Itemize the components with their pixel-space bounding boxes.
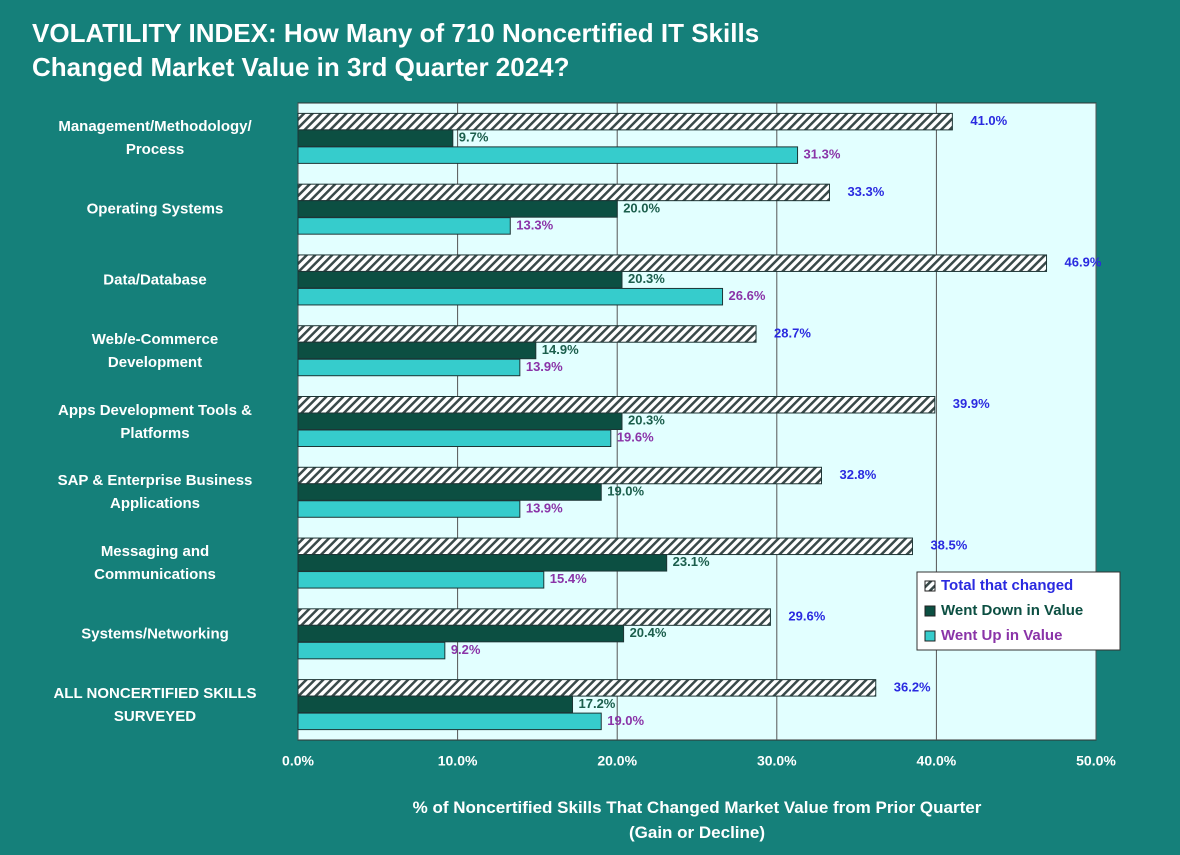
bar <box>297 695 574 714</box>
legend-swatch <box>924 605 936 617</box>
category-label: Systems/Networking <box>81 625 229 643</box>
bar <box>297 325 757 343</box>
category-label: Data/Database <box>103 271 207 289</box>
data-label: 17.2% <box>579 696 616 711</box>
data-label: 20.0% <box>623 200 660 215</box>
legend-swatch <box>924 580 936 592</box>
data-label: 28.7% <box>774 325 811 340</box>
bar <box>297 254 1048 272</box>
data-label: 9.7% <box>459 130 489 145</box>
data-label: 33.3% <box>847 184 884 199</box>
bar <box>297 129 454 147</box>
x-tick-label: 20.0% <box>597 753 637 769</box>
bar <box>297 183 830 202</box>
data-label: 41.0% <box>970 113 1007 128</box>
data-label: 46.9% <box>1065 255 1102 270</box>
legend-label: Went Up in Value <box>941 627 1062 644</box>
data-label: 9.2% <box>451 642 481 657</box>
x-tick-label: 10.0% <box>438 753 478 769</box>
category-label: Apps Development Tools & Platforms <box>58 401 252 442</box>
data-label: 39.9% <box>953 396 990 411</box>
data-label: 19.0% <box>607 483 644 498</box>
bar <box>297 554 668 572</box>
bar <box>297 287 724 306</box>
data-label: 20.4% <box>630 625 667 640</box>
data-label: 38.5% <box>930 538 967 553</box>
bar <box>297 500 521 518</box>
bar <box>297 112 953 131</box>
chart-title: VOLATILITY INDEX: How Many of 710 Noncer… <box>32 18 760 82</box>
data-label: 14.9% <box>542 342 579 357</box>
category-label: Management/Methodology/ Process <box>58 118 252 159</box>
bar <box>297 679 877 697</box>
bar <box>297 571 545 589</box>
x-tick-label: 30.0% <box>757 753 797 769</box>
bar <box>297 641 446 660</box>
legend-label: Went Down in Value <box>941 602 1083 619</box>
data-label: 36.2% <box>894 679 931 694</box>
bar <box>297 712 602 731</box>
legend-swatch <box>924 630 936 642</box>
data-label: 20.3% <box>628 271 665 286</box>
bar <box>297 537 913 556</box>
bar <box>297 200 618 218</box>
x-axis-label: % of Noncertified Skills That Changed Ma… <box>412 798 982 842</box>
bar <box>297 270 623 289</box>
bar <box>297 429 612 447</box>
data-label: 13.9% <box>526 359 563 374</box>
legend-label: Total that changed <box>941 577 1073 594</box>
category-label: Web/e-Commerce Development <box>91 330 219 371</box>
category-label: ALL NONCERTIFIED SKILLS SURVEYED <box>53 684 257 725</box>
bar <box>297 412 623 430</box>
data-label: 20.3% <box>628 413 665 428</box>
bar <box>297 341 537 360</box>
bar <box>297 466 822 485</box>
data-label: 32.8% <box>839 467 876 482</box>
bar <box>297 217 511 235</box>
data-label: 15.4% <box>550 571 587 586</box>
x-tick-label: 0.0% <box>282 753 314 769</box>
bar <box>297 608 771 626</box>
category-label: Messaging and Communications <box>94 543 216 584</box>
legend-box <box>916 571 1121 651</box>
data-label: 13.3% <box>516 217 553 232</box>
bar <box>297 624 625 643</box>
category-label: SAP & Enterprise Business Applications <box>57 472 253 513</box>
data-label: 29.6% <box>788 609 825 624</box>
data-label: 26.6% <box>729 288 766 303</box>
category-label: Operating Systems <box>86 200 224 218</box>
x-tick-label: 40.0% <box>917 753 957 769</box>
data-label: 23.1% <box>673 554 710 569</box>
data-label: 19.0% <box>607 713 644 728</box>
bar <box>297 146 799 164</box>
bar <box>297 483 602 501</box>
bar <box>297 396 936 414</box>
data-label: 31.3% <box>804 147 841 162</box>
bar <box>297 358 521 377</box>
x-tick-label: 50.0% <box>1076 753 1116 769</box>
data-label: 19.6% <box>617 430 654 445</box>
data-label: 13.9% <box>526 500 563 515</box>
